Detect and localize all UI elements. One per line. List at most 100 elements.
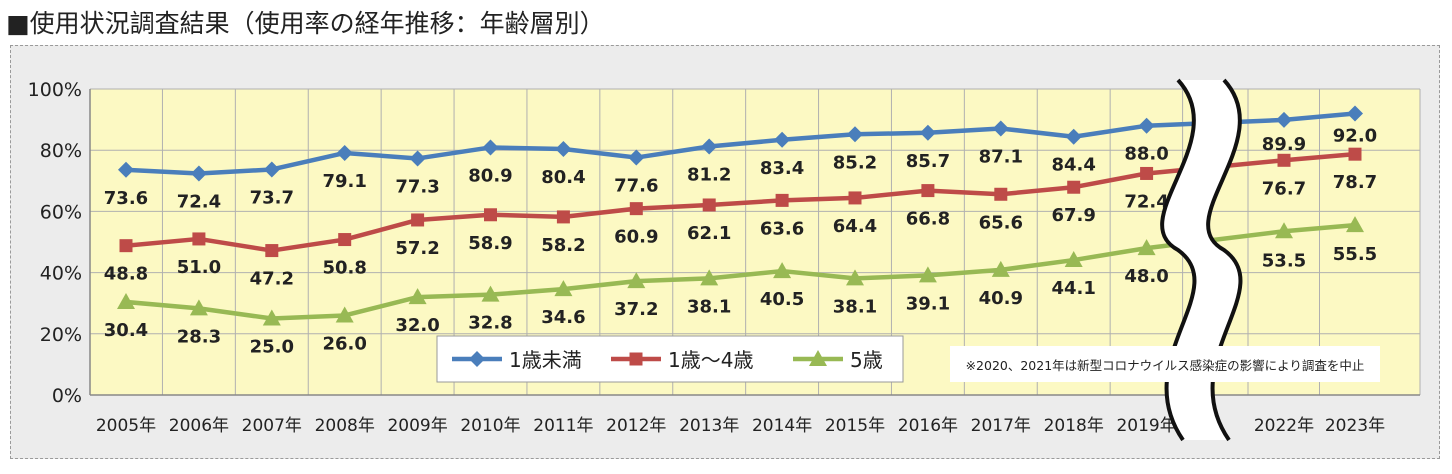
data-label: 58.9 xyxy=(468,233,512,254)
x-tick-label: 2005年 xyxy=(96,416,156,436)
data-label: 80.9 xyxy=(468,165,512,186)
data-label: 40.5 xyxy=(760,289,804,310)
data-point xyxy=(481,285,500,302)
data-label: 87.1 xyxy=(979,146,1023,167)
data-point xyxy=(775,193,789,207)
data-label: 47.2 xyxy=(250,269,294,290)
data-point xyxy=(1140,166,1154,180)
y-tick-label: 0% xyxy=(52,385,82,407)
data-point xyxy=(702,198,716,212)
data-point xyxy=(773,262,792,279)
data-label: 44.1 xyxy=(1051,278,1095,299)
data-point xyxy=(992,120,1009,137)
legend-marker xyxy=(809,350,827,366)
data-point xyxy=(918,266,937,283)
data-label: 77.3 xyxy=(395,176,439,197)
data-label: 64.4 xyxy=(833,216,877,237)
x-tick-label: 2019年 xyxy=(1116,416,1176,436)
data-label: 30.4 xyxy=(104,320,148,341)
data-label: 38.1 xyxy=(833,296,877,317)
data-point xyxy=(627,272,646,289)
x-tick-label: 2015年 xyxy=(825,416,885,436)
data-label: 51.0 xyxy=(177,257,221,278)
data-point xyxy=(554,280,573,297)
data-label: 72.4 xyxy=(177,191,221,212)
x-tick-label: 2006年 xyxy=(169,416,229,436)
note-text: ※2020、2021年は新型コロナウイルス感染症の影響により調査を中止 xyxy=(966,358,1365,373)
data-point xyxy=(1275,222,1293,239)
data-point xyxy=(1067,180,1081,194)
data-label: 67.9 xyxy=(1051,205,1095,226)
data-point xyxy=(336,144,353,161)
y-tick-label: 60% xyxy=(40,201,82,223)
data-point xyxy=(484,208,497,222)
data-label: 85.7 xyxy=(906,151,950,172)
x-tick-label: 2016年 xyxy=(898,416,958,436)
data-label: 92.0 xyxy=(1333,125,1377,146)
data-point xyxy=(192,232,206,246)
data-point xyxy=(409,150,426,167)
data-point xyxy=(848,191,862,205)
data-label: 78.7 xyxy=(1333,172,1377,193)
data-label: 72.4 xyxy=(1124,191,1168,212)
data-label: 81.2 xyxy=(687,165,731,186)
page-title: ■使用状況調査結果（使用率の経年推移：年齢層別） xyxy=(6,9,605,38)
data-point xyxy=(1064,251,1083,268)
y-tick-label: 80% xyxy=(40,140,82,162)
legend-marker xyxy=(469,351,485,367)
data-label: 66.8 xyxy=(906,209,950,230)
data-label: 80.4 xyxy=(541,167,585,188)
data-point xyxy=(919,124,936,141)
data-point xyxy=(265,244,279,258)
data-label: 73.6 xyxy=(104,188,148,209)
y-tick-label: 40% xyxy=(40,263,82,285)
data-label: 84.4 xyxy=(1051,155,1095,176)
x-tick-label: 2008年 xyxy=(315,416,375,436)
legend-marker xyxy=(629,352,643,366)
data-point xyxy=(1137,239,1156,256)
data-point xyxy=(921,184,935,198)
data-label: 73.7 xyxy=(250,187,294,208)
data-label: 89.9 xyxy=(1262,134,1306,155)
data-point xyxy=(190,165,207,182)
data-label: 63.6 xyxy=(760,218,804,239)
data-label: 77.6 xyxy=(614,176,658,197)
data-label: 26.0 xyxy=(322,333,366,354)
data-label: 28.3 xyxy=(177,326,221,347)
data-label: 58.2 xyxy=(541,235,585,256)
x-tick-label: 2017年 xyxy=(971,416,1031,436)
data-label: 32.0 xyxy=(395,315,439,336)
legend-label: 1歳未満 xyxy=(509,348,582,372)
data-point xyxy=(408,288,427,305)
x-tick-label: 2014年 xyxy=(752,416,812,436)
legend-label: 1歳～4歳 xyxy=(668,348,753,372)
data-label: 62.1 xyxy=(687,223,731,244)
data-label: 65.6 xyxy=(979,212,1023,233)
x-tick-label: 2013年 xyxy=(679,416,739,436)
data-point xyxy=(701,138,718,155)
data-point xyxy=(335,306,354,323)
data-point xyxy=(1348,147,1362,161)
x-tick-label: 2011年 xyxy=(533,416,593,436)
data-point xyxy=(338,233,352,247)
data-point xyxy=(774,131,791,148)
x-tick-label: 2009年 xyxy=(387,416,447,436)
data-point xyxy=(262,309,281,326)
y-tick-label: 20% xyxy=(40,324,82,346)
data-label: 53.5 xyxy=(1262,250,1306,271)
data-label: 88.0 xyxy=(1124,144,1168,165)
data-label: 38.1 xyxy=(687,296,731,317)
data-point xyxy=(700,269,719,286)
data-point xyxy=(189,299,208,316)
data-point xyxy=(555,140,572,157)
data-point xyxy=(1276,111,1292,128)
data-label: 85.2 xyxy=(833,152,877,173)
data-point xyxy=(1346,216,1364,233)
data-label: 48.0 xyxy=(1124,266,1168,287)
data-label: 48.8 xyxy=(104,264,148,285)
data-point xyxy=(118,161,134,178)
y-tick-label: 100% xyxy=(28,79,82,101)
data-point xyxy=(1065,128,1082,145)
data-point xyxy=(991,260,1010,277)
data-point xyxy=(628,149,645,166)
